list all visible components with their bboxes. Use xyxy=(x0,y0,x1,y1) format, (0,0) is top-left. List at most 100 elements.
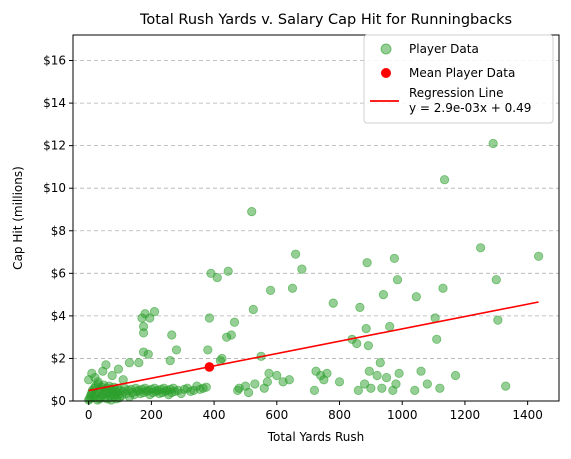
data-point xyxy=(440,175,448,183)
mean-layer xyxy=(205,362,215,372)
data-point xyxy=(168,331,176,339)
data-point xyxy=(263,378,271,386)
legend-label-mean: Mean Player Data xyxy=(409,66,515,80)
y-tick-label: $14 xyxy=(43,96,66,110)
data-point xyxy=(213,273,221,281)
data-point xyxy=(378,384,386,392)
data-point xyxy=(489,139,497,147)
data-point xyxy=(204,346,212,354)
data-point xyxy=(534,252,542,260)
x-tick-label: 600 xyxy=(265,408,288,422)
y-tick-label: $8 xyxy=(51,224,66,238)
data-point xyxy=(412,293,420,301)
data-point xyxy=(392,380,400,388)
x-tick-label: 1400 xyxy=(512,408,543,422)
data-point xyxy=(367,384,375,392)
data-point xyxy=(202,383,210,391)
data-point xyxy=(476,244,484,252)
x-tick-label: 800 xyxy=(328,408,351,422)
data-point xyxy=(393,276,401,284)
data-point xyxy=(285,376,293,384)
data-point xyxy=(356,303,364,311)
x-tick-label: 1000 xyxy=(387,408,418,422)
data-point xyxy=(102,361,110,369)
data-point xyxy=(417,367,425,375)
data-point xyxy=(298,265,306,273)
data-point xyxy=(265,369,273,377)
data-point xyxy=(323,369,331,377)
data-point xyxy=(248,207,256,215)
data-point xyxy=(227,331,235,339)
data-point xyxy=(436,384,444,392)
x-tick-label: 0 xyxy=(85,408,93,422)
data-point xyxy=(150,307,158,315)
data-point xyxy=(365,367,373,375)
data-point xyxy=(288,284,296,292)
legend-label-player-data: Player Data xyxy=(409,42,479,56)
data-point xyxy=(94,378,102,386)
data-point xyxy=(501,382,509,390)
data-point xyxy=(266,286,274,294)
y-tick-label: $6 xyxy=(51,266,66,280)
data-point xyxy=(224,267,232,275)
data-point xyxy=(244,388,252,396)
data-point xyxy=(335,378,343,386)
y-tick-label: $2 xyxy=(51,351,66,365)
chart-title: Total Rush Yards v. Salary Cap Hit for R… xyxy=(139,12,512,28)
data-point xyxy=(329,299,337,307)
x-axis-label: Total Yards Rush xyxy=(267,430,365,444)
y-axis-label: Cap Hit (millions) xyxy=(11,166,25,270)
data-point xyxy=(125,358,133,366)
data-point xyxy=(108,371,116,379)
data-point xyxy=(273,371,281,379)
data-point xyxy=(218,354,226,362)
data-point xyxy=(492,276,500,284)
data-point xyxy=(166,356,174,364)
data-point xyxy=(249,305,257,313)
data-point xyxy=(433,335,441,343)
y-tick-label: $16 xyxy=(43,54,66,68)
y-tick-label: $0 xyxy=(51,394,66,408)
legend: Player Data Mean Player Data Regression … xyxy=(364,35,553,123)
data-point xyxy=(172,346,180,354)
data-point xyxy=(379,290,387,298)
mean-point xyxy=(205,362,215,372)
y-tick-label: $12 xyxy=(43,139,66,153)
data-point xyxy=(362,324,370,332)
data-point xyxy=(144,350,152,358)
data-point xyxy=(411,386,419,394)
legend-marker-mean xyxy=(381,68,391,78)
data-point xyxy=(363,258,371,266)
data-point xyxy=(390,254,398,262)
data-point xyxy=(385,322,393,330)
data-point xyxy=(230,318,238,326)
data-point xyxy=(494,316,502,324)
data-point xyxy=(310,386,318,394)
data-point xyxy=(354,386,362,394)
legend-marker-player-data xyxy=(381,44,391,54)
data-point xyxy=(439,284,447,292)
x-tick-label: 400 xyxy=(203,408,226,422)
data-point xyxy=(423,380,431,388)
y-tick-label: $10 xyxy=(43,181,66,195)
data-point xyxy=(251,380,259,388)
y-tick-label: $4 xyxy=(51,309,66,323)
data-point xyxy=(114,365,122,373)
x-tick-label: 200 xyxy=(140,408,163,422)
legend-label-regression: Regression Line xyxy=(409,86,503,100)
data-point xyxy=(139,329,147,337)
data-point xyxy=(291,250,299,258)
data-point xyxy=(135,358,143,366)
data-point xyxy=(205,314,213,322)
data-point xyxy=(364,341,372,349)
data-point xyxy=(373,371,381,379)
data-point xyxy=(395,369,403,377)
data-point xyxy=(451,371,459,379)
data-point xyxy=(382,373,390,381)
legend-label-regression-equation: y = 2.9e-03x + 0.49 xyxy=(409,101,531,115)
data-point xyxy=(431,314,439,322)
data-point xyxy=(353,339,361,347)
data-point xyxy=(376,358,384,366)
x-tick-label: 1200 xyxy=(450,408,481,422)
